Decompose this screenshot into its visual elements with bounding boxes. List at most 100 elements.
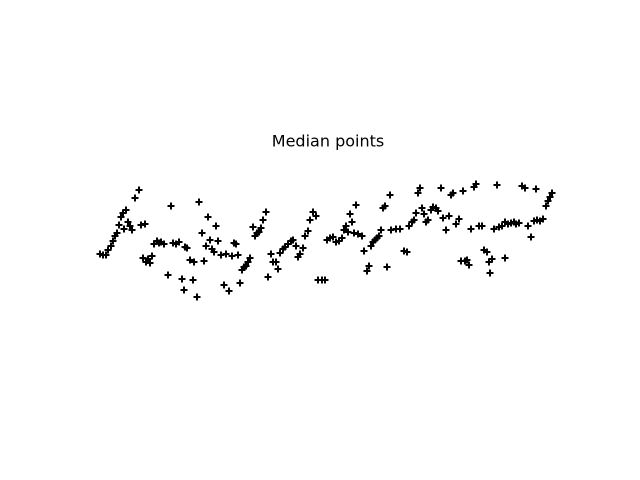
point bbox=[189, 276, 197, 284]
point bbox=[242, 262, 250, 270]
point bbox=[190, 258, 198, 266]
point bbox=[276, 249, 284, 257]
point bbox=[377, 226, 385, 234]
point bbox=[175, 238, 183, 246]
point bbox=[183, 244, 191, 252]
point bbox=[102, 251, 110, 259]
point bbox=[367, 242, 375, 250]
point bbox=[193, 293, 201, 301]
point bbox=[128, 226, 136, 234]
point bbox=[396, 225, 404, 233]
point bbox=[312, 212, 320, 220]
point bbox=[228, 252, 236, 260]
point bbox=[274, 265, 282, 273]
point bbox=[439, 214, 447, 222]
point bbox=[160, 240, 168, 248]
point bbox=[236, 279, 244, 287]
point bbox=[352, 201, 360, 209]
point bbox=[493, 181, 501, 189]
point bbox=[301, 232, 309, 240]
point bbox=[210, 248, 218, 256]
point bbox=[246, 254, 254, 262]
point bbox=[452, 220, 460, 228]
point bbox=[498, 222, 506, 230]
point bbox=[146, 259, 154, 267]
point bbox=[202, 242, 210, 250]
point bbox=[195, 198, 203, 206]
point bbox=[289, 236, 297, 244]
point bbox=[186, 256, 194, 264]
point bbox=[249, 223, 257, 231]
point bbox=[122, 206, 130, 214]
point bbox=[220, 281, 228, 289]
point bbox=[539, 215, 547, 223]
point bbox=[478, 222, 486, 230]
point bbox=[135, 186, 143, 194]
point bbox=[178, 275, 186, 283]
point bbox=[292, 242, 300, 250]
point bbox=[115, 221, 123, 229]
point bbox=[267, 250, 275, 258]
point bbox=[144, 255, 152, 263]
point bbox=[360, 247, 368, 255]
point bbox=[548, 189, 556, 197]
point bbox=[262, 208, 270, 216]
point bbox=[255, 228, 263, 236]
point bbox=[437, 184, 445, 192]
point bbox=[340, 226, 348, 234]
point bbox=[365, 262, 373, 270]
point bbox=[212, 222, 220, 230]
point bbox=[410, 216, 418, 224]
point bbox=[141, 220, 149, 228]
point bbox=[124, 218, 132, 226]
point bbox=[490, 225, 498, 233]
point bbox=[459, 187, 467, 195]
point bbox=[225, 287, 233, 295]
point bbox=[412, 209, 420, 217]
point bbox=[342, 222, 350, 230]
point bbox=[206, 236, 214, 244]
chart-title: Median points bbox=[272, 132, 384, 151]
point bbox=[329, 233, 337, 241]
point bbox=[488, 255, 496, 263]
point bbox=[107, 242, 115, 250]
point bbox=[383, 263, 391, 271]
point bbox=[465, 261, 473, 269]
point bbox=[299, 244, 307, 252]
point bbox=[363, 267, 371, 275]
point bbox=[467, 225, 475, 233]
point bbox=[420, 210, 428, 218]
point bbox=[304, 227, 312, 235]
point bbox=[405, 222, 413, 230]
point bbox=[358, 232, 366, 240]
point bbox=[375, 232, 383, 240]
point bbox=[244, 258, 252, 266]
point bbox=[486, 269, 494, 277]
point bbox=[126, 222, 134, 230]
point bbox=[483, 248, 491, 256]
point bbox=[109, 237, 117, 245]
point bbox=[381, 202, 389, 210]
point bbox=[445, 212, 453, 220]
point bbox=[455, 215, 463, 223]
point bbox=[521, 184, 529, 192]
point bbox=[120, 225, 128, 233]
point bbox=[167, 202, 175, 210]
point bbox=[131, 194, 139, 202]
point bbox=[296, 250, 304, 258]
point bbox=[414, 189, 422, 197]
point bbox=[424, 216, 432, 224]
point bbox=[542, 202, 550, 210]
point bbox=[344, 228, 352, 236]
point bbox=[527, 233, 535, 241]
point bbox=[418, 204, 426, 212]
point bbox=[501, 254, 509, 262]
point bbox=[214, 237, 222, 245]
point bbox=[338, 234, 346, 242]
point bbox=[532, 185, 540, 193]
point bbox=[346, 210, 354, 218]
point bbox=[117, 213, 125, 221]
point bbox=[222, 250, 230, 258]
point bbox=[515, 219, 523, 227]
